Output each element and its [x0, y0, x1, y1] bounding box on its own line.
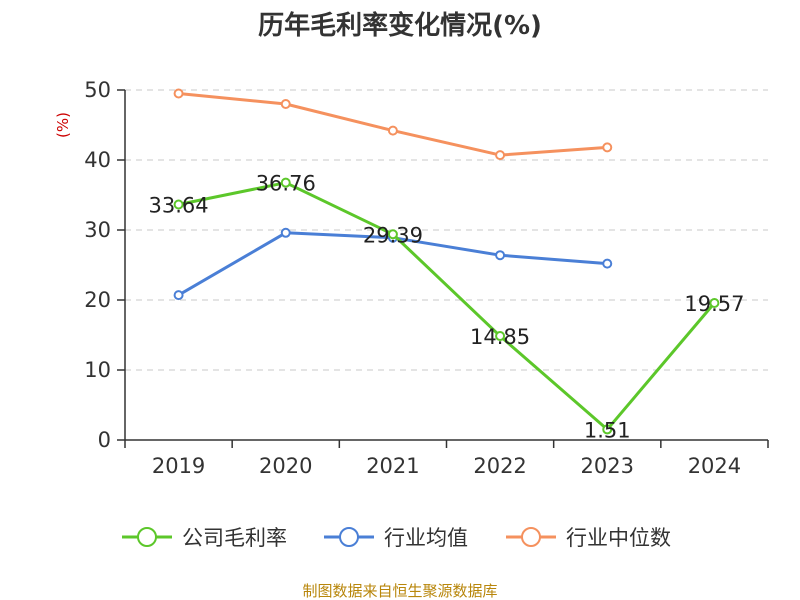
x-tick-label: 2021	[366, 454, 419, 478]
x-tick-label: 2019	[152, 454, 205, 478]
data-point	[387, 125, 398, 136]
legend-item: 行业中位数	[506, 526, 671, 550]
data-point	[495, 150, 506, 161]
y-tick-label: 30	[84, 218, 111, 242]
legend-label: 行业中位数	[566, 526, 671, 550]
data-labels: 33.64 36.76 29.39 14.85 1.51 19.57	[149, 172, 745, 443]
series-line	[178, 181, 716, 431]
data-point	[709, 298, 720, 309]
legend-marker	[137, 527, 157, 547]
legend-marker	[521, 527, 541, 547]
data-label: 29.39	[363, 223, 423, 247]
data-point	[280, 177, 291, 188]
data-point	[173, 88, 184, 99]
data-label: 14.85	[470, 325, 530, 349]
data-point	[387, 229, 398, 240]
x-tick-label: 2024	[688, 454, 741, 478]
data-point	[602, 142, 613, 153]
data-label: 1.51	[584, 418, 631, 442]
legend-label: 公司毛利率	[182, 526, 287, 550]
data-point	[173, 199, 184, 210]
y-axis-label: (%)	[54, 112, 72, 138]
data-point	[280, 227, 291, 238]
chart-title: 历年毛利率变化情况(%)	[258, 10, 542, 41]
data-point	[173, 290, 184, 301]
legend-marker	[339, 527, 359, 547]
x-tick-label: 2020	[259, 454, 312, 478]
data-label: 19.57	[684, 292, 744, 316]
y-tick-label: 20	[84, 288, 111, 312]
axes: 0 10 20 30 40 50 2019 2020 2021 2022 2023 2024	[84, 78, 769, 478]
data-point	[495, 331, 506, 342]
series-line	[178, 92, 608, 157]
y-tick-label: 40	[84, 148, 111, 172]
y-tick-label: 50	[84, 78, 111, 102]
y-tick-label: 0	[98, 428, 111, 452]
data-point	[280, 99, 291, 109]
data-point	[602, 258, 613, 269]
legend-item: 公司毛利率	[122, 526, 287, 550]
legend-item: 行业均值	[324, 526, 468, 550]
data-point	[495, 250, 506, 261]
x-tick-label: 2023	[581, 454, 634, 478]
legend: 公司毛利率 行业均值 行业中位数	[122, 526, 671, 550]
series-lines	[173, 88, 720, 435]
data-label: 33.64	[149, 194, 209, 218]
grid-lines	[125, 89, 768, 371]
legend-label: 行业均值	[384, 526, 468, 550]
source-note: 制图数据来自恒生聚源数据库	[302, 582, 497, 600]
data-point	[602, 424, 613, 435]
y-tick-label: 10	[84, 358, 111, 382]
x-tick-label: 2022	[473, 454, 526, 478]
data-label: 36.76	[256, 172, 316, 196]
